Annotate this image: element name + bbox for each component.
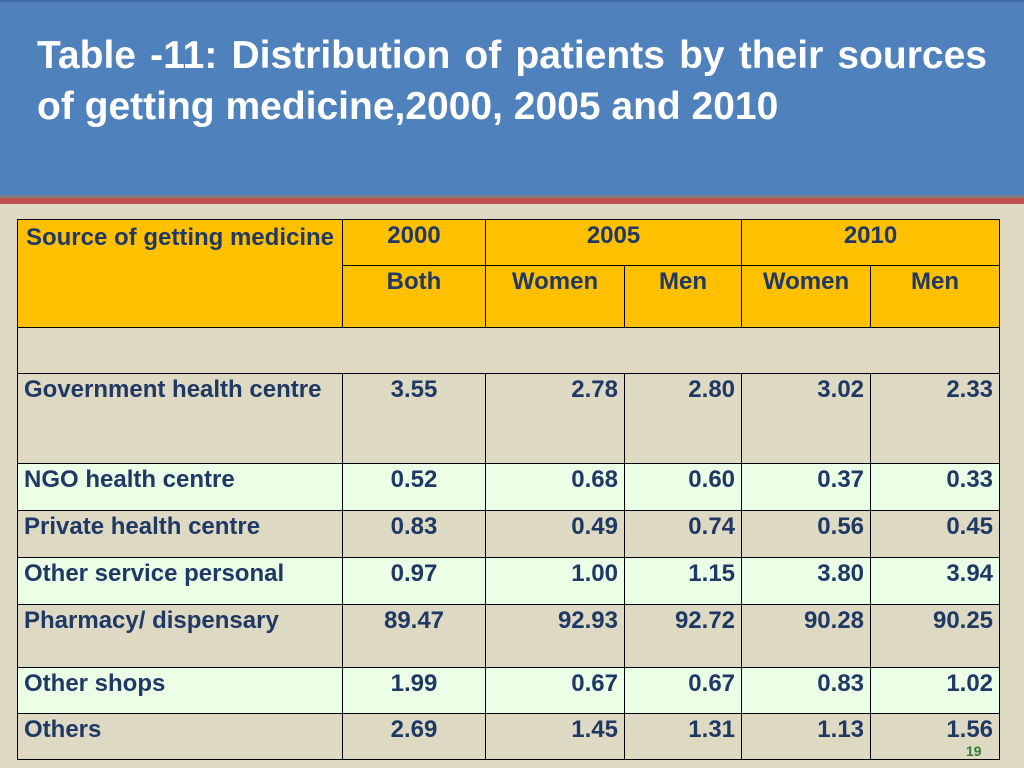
cell-2010-women: 90.28 (741, 604, 872, 668)
cell-2005-women: 2.78 (485, 373, 625, 464)
header-2005-women: Women (485, 265, 625, 328)
row-source: Other shops (17, 667, 343, 714)
cell-2010-women: 0.83 (741, 667, 872, 714)
cell-2005-men: 0.67 (623, 667, 743, 714)
cell-2005-women: 92.93 (485, 604, 625, 668)
header-year-2010: 2010 (741, 219, 1001, 266)
header-year-2000: 2000 (342, 219, 486, 266)
cell-2010-women: 3.02 (741, 373, 872, 464)
row-source: Other service personal (17, 557, 343, 605)
cell-2005-men: 1.31 (623, 713, 743, 760)
row-source: Government health centre (17, 373, 343, 464)
spacer-row (16, 327, 1001, 374)
header-source: Source of getting medicine (17, 219, 343, 328)
header-2010-men: Men (870, 265, 1001, 328)
slide-title: Table -11: Distribution of patients by t… (37, 34, 987, 128)
divider-stripe (0, 195, 1024, 198)
cell-2000-both: 2.69 (342, 713, 486, 760)
cell-2005-women: 0.68 (485, 463, 625, 511)
cell-2010-women: 0.37 (741, 463, 872, 511)
table-row: Private health centre 0.83 0.49 0.74 0.5… (17, 510, 1001, 558)
cell-2010-women: 1.13 (741, 713, 872, 760)
empty-cell (16, 327, 1001, 374)
cell-2010-men: 3.94 (870, 557, 1001, 605)
header-2000-both: Both (342, 265, 486, 328)
cell-2005-men: 0.60 (623, 463, 743, 511)
row-source: Others (17, 713, 343, 760)
row-source: Private health centre (17, 510, 343, 558)
cell-2000-both: 0.52 (342, 463, 486, 511)
cell-2010-men: 1.56 (870, 713, 1001, 760)
cell-2005-women: 1.45 (485, 713, 625, 760)
cell-2005-men: 0.74 (623, 510, 743, 558)
table-row: Other service personal 0.97 1.00 1.15 3.… (17, 557, 1001, 605)
cell-2010-men: 0.33 (870, 463, 1001, 511)
cell-2010-women: 0.56 (741, 510, 872, 558)
cell-2005-women: 0.49 (485, 510, 625, 558)
table-row: NGO health centre 0.52 0.68 0.60 0.37 0.… (17, 463, 1001, 511)
cell-2000-both: 1.99 (342, 667, 486, 714)
row-source: Pharmacy/ dispensary (17, 604, 343, 668)
table-row: Others 2.69 1.45 1.31 1.13 1.56 (17, 713, 1001, 760)
cell-2005-men: 1.15 (623, 557, 743, 605)
cell-2000-both: 0.97 (342, 557, 486, 605)
cell-2005-women: 1.00 (485, 557, 625, 605)
title-bar: Table -11: Distribution of patients by t… (0, 0, 1024, 195)
header-row-years: Source of getting medicine 2000 2005 201… (17, 219, 1001, 328)
cell-2000-both: 0.83 (342, 510, 486, 558)
page-number: 19 (966, 743, 982, 759)
cell-2005-men: 2.80 (623, 373, 743, 464)
cell-2010-women: 3.80 (741, 557, 872, 605)
header-2005-men: Men (623, 265, 743, 328)
table-row: Government health centre 3.55 2.78 2.80 … (17, 373, 1001, 464)
cell-2005-women: 0.67 (485, 667, 625, 714)
cell-2010-men: 2.33 (870, 373, 1001, 464)
header-2010-women: Women (741, 265, 872, 328)
header-row-groups: Both Women Men Women Men (18, 265, 1001, 328)
table-row: Pharmacy/ dispensary 89.47 92.93 92.72 9… (17, 604, 1001, 668)
cell-2005-men: 92.72 (623, 604, 743, 668)
cell-2000-both: 3.55 (342, 373, 486, 464)
cell-2010-men: 1.02 (870, 667, 1001, 714)
header-year-2005: 2005 (484, 219, 743, 266)
divider-accent (0, 198, 1024, 204)
cell-2010-men: 0.45 (870, 510, 1001, 558)
distribution-table: Source of getting medicine 2000 2005 201… (16, 219, 1001, 760)
cell-2000-both: 89.47 (342, 604, 486, 668)
cell-2010-men: 90.25 (870, 604, 1001, 668)
row-source: NGO health centre (17, 463, 343, 511)
table-row: Other shops 1.99 0.67 0.67 0.83 1.02 (17, 667, 1001, 714)
